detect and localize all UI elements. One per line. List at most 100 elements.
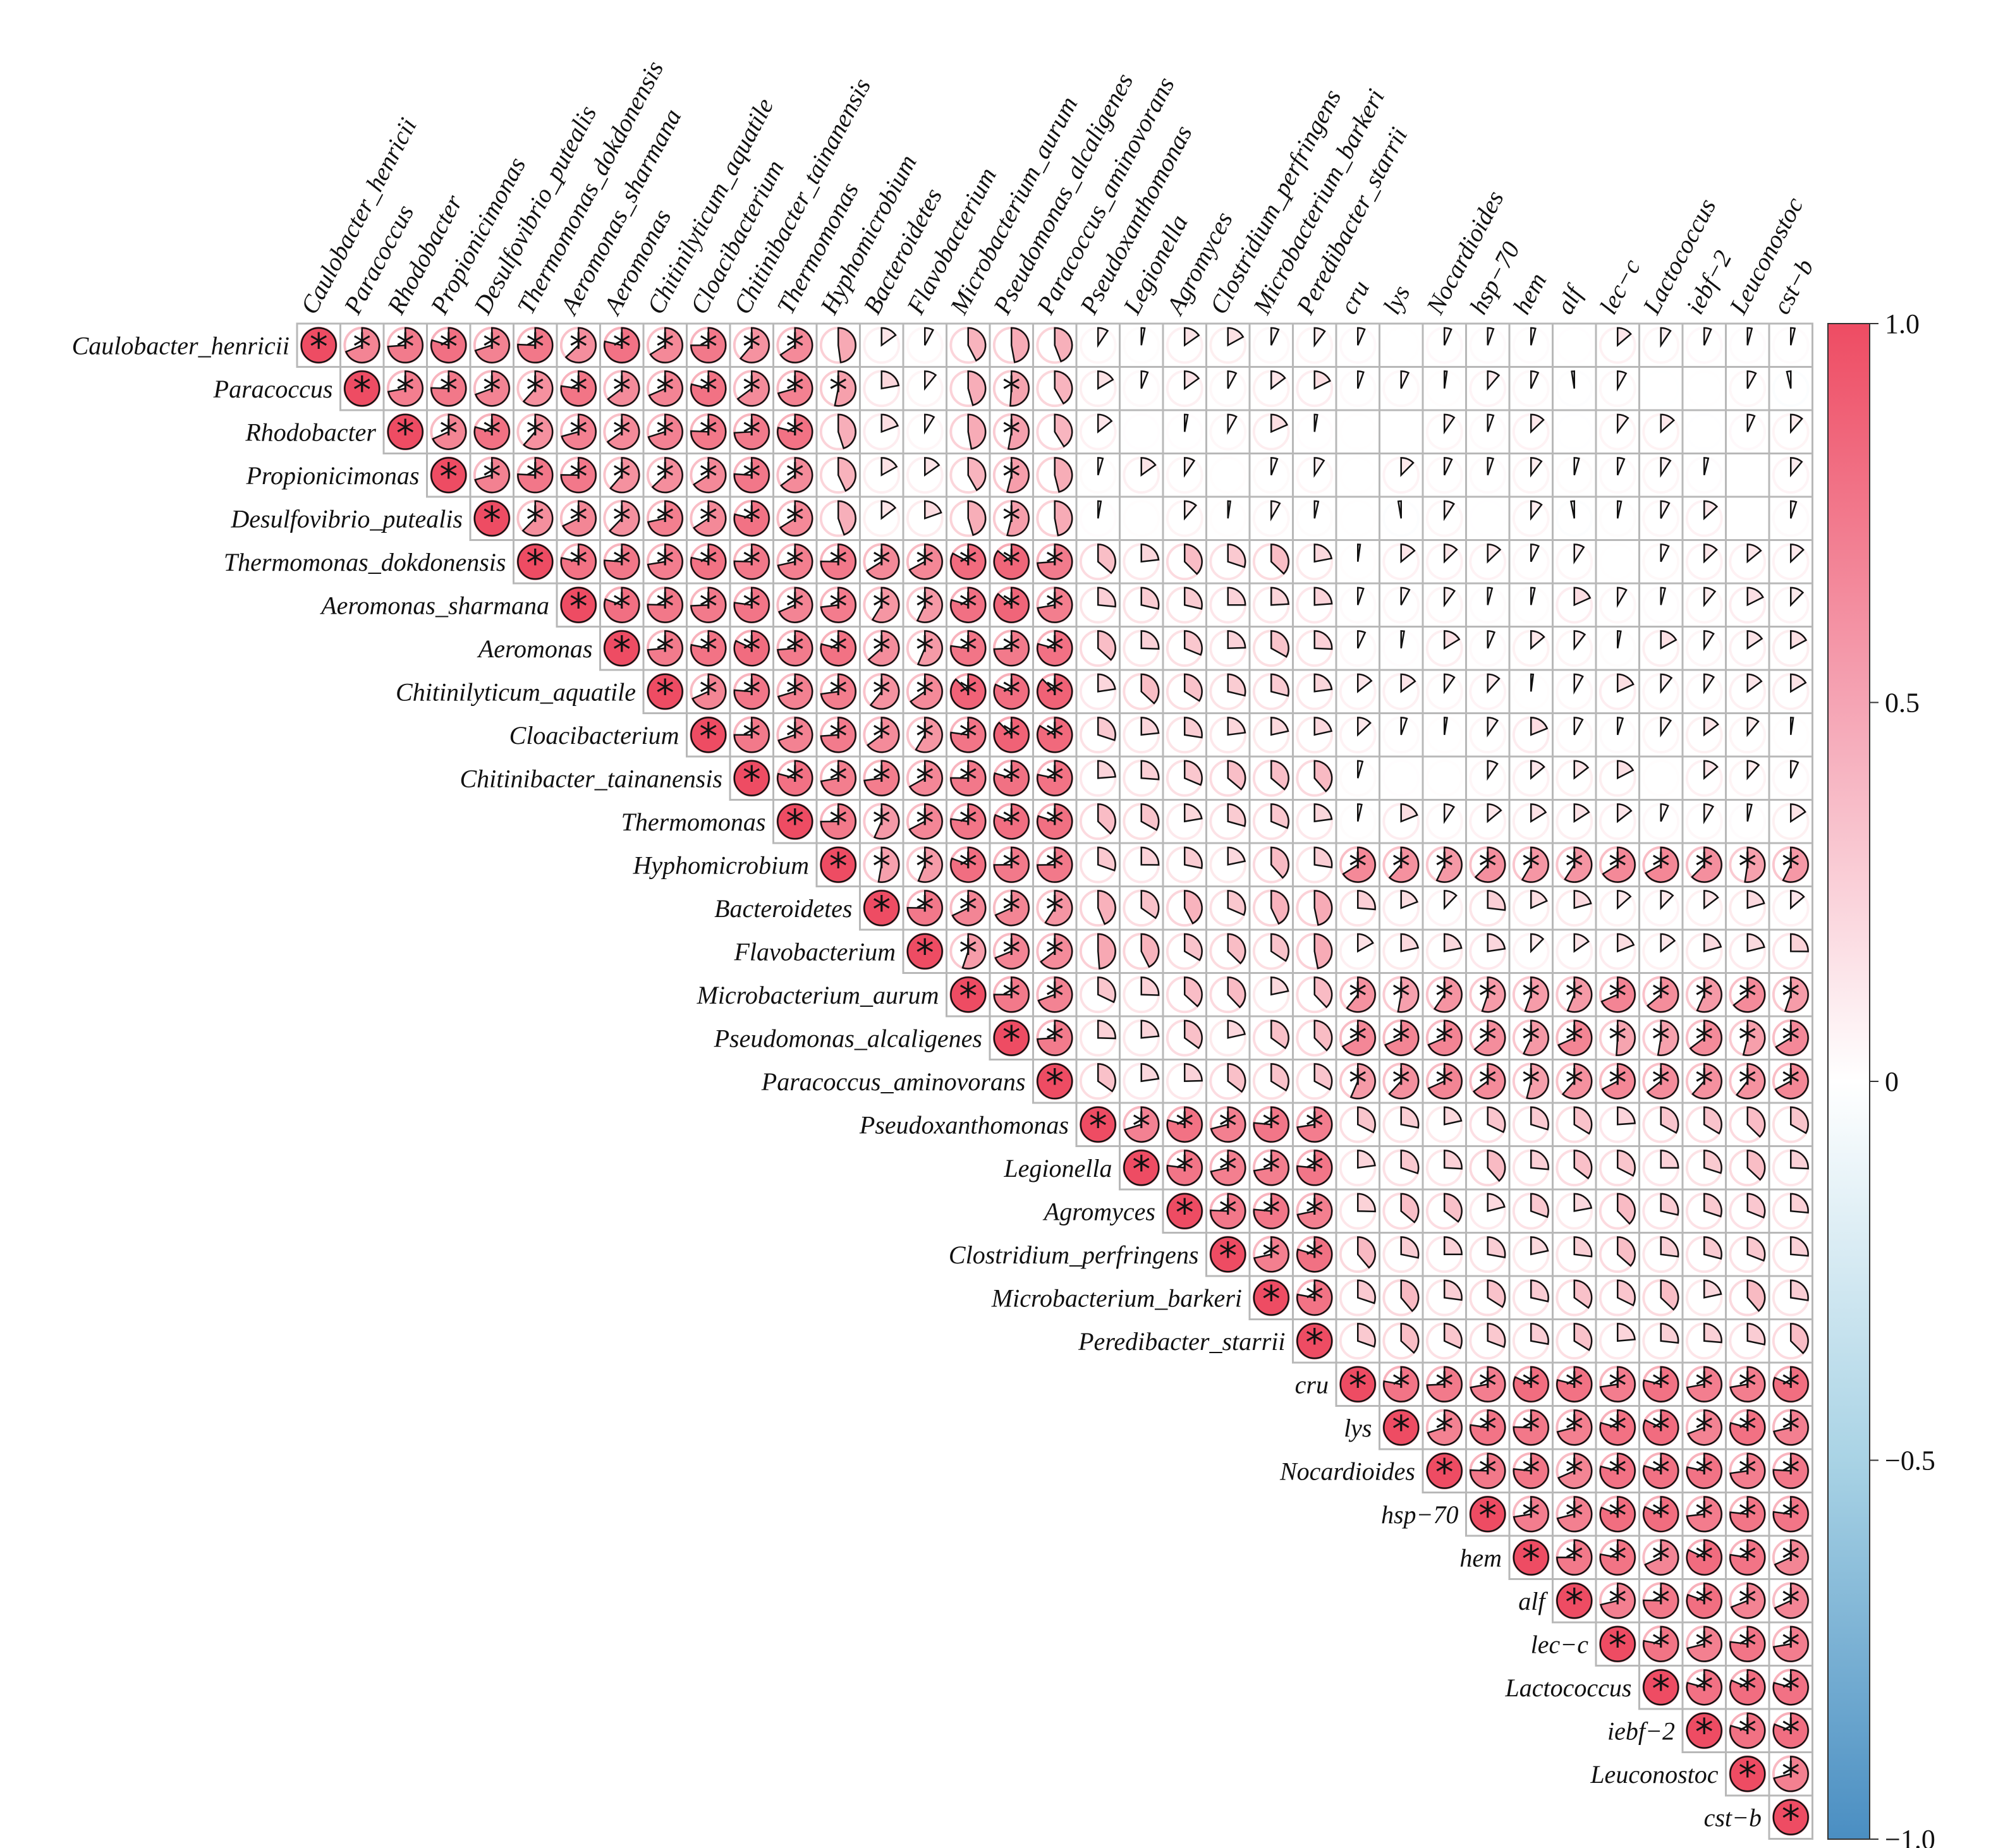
corr-pie — [1384, 1019, 1420, 1056]
significance-star: * — [1002, 801, 1021, 844]
significance-star: * — [786, 671, 804, 714]
matrix-cell — [1335, 409, 1380, 454]
significance-star: * — [1565, 975, 1583, 1018]
corr-pie — [1227, 717, 1246, 736]
row-label-29: alf — [1518, 1587, 1548, 1615]
significance-star: * — [1738, 1667, 1757, 1710]
corr-pie — [1660, 630, 1677, 650]
corr-pie — [1646, 1063, 1679, 1100]
row-label-18: Pseudoxanthomonas — [859, 1110, 1069, 1139]
corr-pie — [1097, 760, 1116, 779]
significance-star: * — [743, 628, 761, 671]
significance-star: * — [1652, 1018, 1670, 1061]
corr-pie — [1227, 370, 1238, 389]
corr-pie — [1772, 1626, 1809, 1662]
corr-pie — [733, 500, 770, 537]
significance-star: * — [1478, 975, 1497, 1018]
corr-pie — [1645, 846, 1679, 883]
corr-pie — [1227, 846, 1246, 866]
corr-pie — [344, 370, 381, 407]
corr-pie — [1790, 673, 1807, 693]
corr-pie — [1643, 1669, 1679, 1706]
corr-pie — [1296, 1323, 1333, 1359]
row-label-3: Propionicimonas — [245, 461, 419, 490]
corr-pie — [1313, 933, 1333, 970]
corr-pie — [1227, 413, 1238, 435]
corr-pie — [871, 587, 900, 623]
corr-pie — [1513, 1452, 1549, 1489]
corr-pie — [1660, 673, 1673, 694]
corr-pie — [560, 370, 597, 407]
corr-pie — [1444, 1106, 1463, 1126]
corr-pie — [1487, 933, 1506, 952]
corr-pie — [1097, 327, 1109, 348]
significance-star: * — [1478, 844, 1497, 887]
significance-star: * — [1002, 455, 1021, 498]
significance-star: * — [1695, 1450, 1714, 1493]
corr-pie — [1296, 1279, 1333, 1316]
significance-star: * — [1392, 975, 1410, 1018]
significance-star: * — [1609, 1494, 1627, 1537]
corr-pie — [733, 673, 770, 710]
corr-pie — [1729, 1409, 1766, 1446]
significance-star: * — [1262, 1234, 1281, 1277]
corr-pie — [1444, 1323, 1463, 1349]
corr-pie — [1227, 327, 1245, 347]
corr-pie — [1746, 327, 1753, 346]
corr-pie — [1313, 673, 1333, 693]
corr-pie — [1660, 1279, 1679, 1311]
significance-star: * — [1695, 844, 1714, 887]
corr-pie — [1184, 500, 1197, 521]
significance-star: * — [569, 368, 588, 411]
corr-pie — [863, 890, 900, 927]
corr-pie — [1487, 544, 1502, 564]
corr-pie — [1573, 587, 1592, 607]
significance-star: * — [916, 671, 934, 714]
corr-pie — [1097, 976, 1116, 1004]
row-label-17: Paracoccus_aminovorans — [761, 1067, 1026, 1096]
significance-star: * — [743, 368, 761, 411]
corr-pie — [1166, 1150, 1203, 1186]
corr-pie — [1573, 717, 1584, 736]
significance-star: * — [1002, 975, 1021, 1018]
significance-star: * — [1565, 1061, 1583, 1104]
corr-pie — [1524, 976, 1549, 1013]
significance-star: * — [656, 455, 674, 498]
corr-pie — [647, 673, 683, 710]
corr-pie — [1703, 717, 1719, 737]
matrix-cell — [1379, 322, 1424, 368]
corr-pie — [1444, 933, 1463, 952]
corr-pie — [1037, 630, 1073, 667]
significance-star: * — [1652, 844, 1670, 887]
matrix-cell — [1335, 453, 1380, 498]
significance-star: * — [959, 542, 977, 585]
corr-pie — [733, 544, 770, 580]
corr-pie — [430, 327, 467, 363]
significance-star: * — [1609, 1061, 1627, 1104]
significance-star: * — [1782, 1581, 1800, 1624]
corr-pie — [1383, 1409, 1420, 1446]
corr-pie — [779, 500, 813, 537]
corr-pie — [993, 760, 1030, 796]
significance-star: * — [916, 585, 934, 628]
significance-star: * — [1002, 844, 1021, 887]
significance-star: * — [1695, 1018, 1714, 1061]
corr-pie — [1227, 803, 1246, 827]
corr-pie — [1184, 1019, 1203, 1050]
corr-pie — [690, 717, 727, 753]
corr-pie — [924, 500, 942, 520]
corr-pie — [1313, 717, 1333, 736]
corr-pie — [1530, 370, 1540, 389]
corr-pie — [1600, 976, 1636, 1013]
significance-star: * — [959, 931, 977, 974]
corr-pie — [1474, 846, 1506, 883]
significance-star: * — [1782, 1018, 1800, 1061]
significance-star: * — [1609, 1537, 1627, 1580]
corr-pie — [1097, 717, 1116, 741]
corr-pie — [1037, 976, 1073, 1013]
corr-pie — [1746, 673, 1763, 693]
corr-pie — [1660, 1236, 1679, 1258]
corr-pie — [1790, 544, 1805, 564]
corr-pie — [1617, 630, 1622, 648]
significance-star: * — [1435, 1364, 1454, 1407]
